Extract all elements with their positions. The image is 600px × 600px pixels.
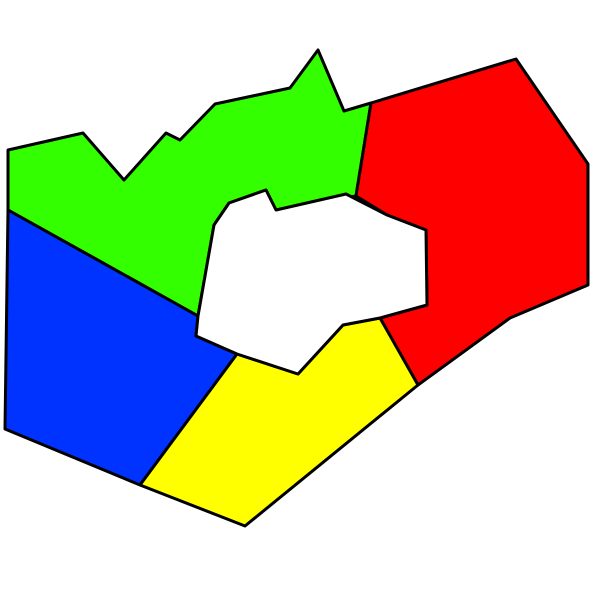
center-hole [194,188,429,376]
